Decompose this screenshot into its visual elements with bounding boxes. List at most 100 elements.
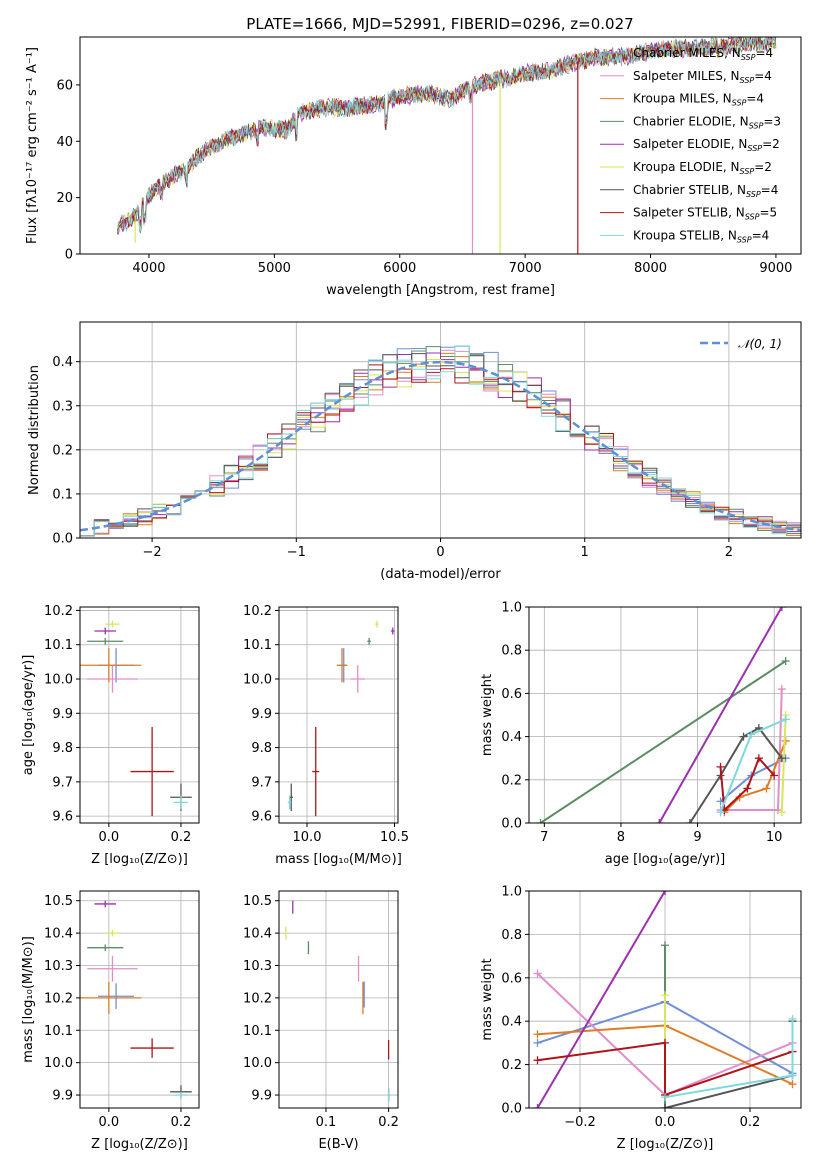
y-tick-label: 0.1 xyxy=(52,487,73,502)
y-tick-label: 60 xyxy=(56,78,73,93)
y-tick-label: 10.4 xyxy=(44,927,73,942)
plot-area xyxy=(80,345,801,537)
errorbar-point xyxy=(173,795,189,810)
panel-mass-vs-Z: 0.0 0.2 9.9 10.0 10.1 10.2 10.3 10.4 10.5 Z [log₁… xyxy=(21,890,200,1152)
y-tick-label: 0.4 xyxy=(52,355,73,370)
y-tick-label: 0.3 xyxy=(52,399,73,414)
weight-marker xyxy=(716,808,725,817)
weight-marker xyxy=(781,657,790,665)
weight-marker xyxy=(777,685,786,694)
weight-marker xyxy=(661,1093,669,1102)
weight-line-chabrier-elodie xyxy=(539,660,787,823)
weight-marker xyxy=(533,1056,542,1065)
y-tick-label: 0.8 xyxy=(501,928,522,943)
legend: 𝒩(0, 1) xyxy=(700,337,782,351)
weight-marker xyxy=(536,819,545,823)
y-tick-label: 0.2 xyxy=(501,1058,522,1073)
x-axis-label: E(B-V) xyxy=(318,1137,358,1152)
y-tick-label: 0.0 xyxy=(52,532,73,547)
y-tick-label: 9.7 xyxy=(52,775,73,790)
y-tick-label: 1.0 xyxy=(501,601,522,616)
x-tick-label: 5000 xyxy=(258,261,291,276)
weight-marker xyxy=(770,771,779,780)
x-tick-label: 7 xyxy=(540,830,548,845)
weight-marker xyxy=(661,941,669,950)
axes-frame xyxy=(79,321,802,539)
panel-weight-vs-age: 7 8 9 10 0.0 0.2 0.4 0.6 0.8 1.0 age [log₁₀(age/yr… xyxy=(480,601,802,867)
y-tick-label: 0.6 xyxy=(501,687,522,702)
plot-area xyxy=(287,620,395,817)
y-axis-label: Flux [fλ10⁻¹⁷ erg cm⁻² s⁻¹ A⁻¹] xyxy=(25,47,40,244)
x-tick-label: 8 xyxy=(617,830,625,845)
weight-marker xyxy=(661,1038,669,1047)
y-axis-label: Normed distribution xyxy=(27,365,42,495)
y-tick-label: 1.0 xyxy=(501,885,522,900)
weight-marker xyxy=(716,762,725,771)
x-tick-label: 8000 xyxy=(634,261,667,276)
weight-marker xyxy=(777,754,786,763)
x-axis-label: Z [log₁₀(Z/Z⊙)] xyxy=(91,1137,188,1152)
errorbar-point xyxy=(173,1091,189,1099)
weight-marker xyxy=(739,732,748,741)
y-tick-label: 10.1 xyxy=(44,638,73,653)
y-tick-label: 9.9 xyxy=(52,1089,73,1104)
y-tick-label: 0.2 xyxy=(501,773,522,788)
weight-marker xyxy=(533,1038,542,1047)
spectrum-line-chabrier-stelib xyxy=(117,37,777,235)
panel-weight-vs-Z: −0.2 0.0 0.2 0.0 0.2 0.4 0.6 0.8 1.0 Z [log₁₀(Z/Z… xyxy=(480,885,802,1152)
y-axis-label: age [log₁₀(age/yr)] xyxy=(21,655,36,776)
weight-marker xyxy=(661,1104,669,1108)
panel-residuals: −2 −1 0 1 2 0.0 0.1 0.2 0.3 0.4 (data-model)/error… xyxy=(27,321,802,582)
y-tick-label: 10.2 xyxy=(243,991,272,1006)
y-tick-label: 10.5 xyxy=(243,894,272,909)
y-tick-label: 9.7 xyxy=(251,775,272,790)
plot-area xyxy=(536,607,790,823)
weight-line-salpeter-elodie xyxy=(658,607,783,823)
x-tick-label: 0.2 xyxy=(171,830,192,845)
errorbar-point xyxy=(336,648,348,683)
x-tick-label: −2 xyxy=(143,545,162,560)
panel-age-vs-mass: 10.0 10.5 9.6 9.7 9.8 9.9 10.0 10.1 10.2 mass [lo… xyxy=(243,604,409,867)
y-tick-label: 9.9 xyxy=(251,1089,272,1104)
spectrum-line-chabrier-elodie xyxy=(117,37,777,234)
x-tick-label: 0.2 xyxy=(740,1115,761,1130)
spectrum-line-salpeter-elodie xyxy=(117,37,777,235)
x-axis-label: age [log₁₀(age/yr)] xyxy=(605,852,726,867)
x-tick-label: 0.1 xyxy=(316,1115,337,1130)
y-tick-label: 10.2 xyxy=(44,604,73,619)
weight-marker xyxy=(533,1104,542,1108)
x-tick-label: 1 xyxy=(581,545,589,560)
spectrum-line-salpeter-stelib xyxy=(117,37,777,231)
errorbar-point xyxy=(80,981,142,1015)
x-tick-label: 9000 xyxy=(759,261,792,276)
y-tick-label: 10.0 xyxy=(44,673,73,688)
weight-line-kroupa-miles xyxy=(723,740,787,813)
y-tick-label: 0.6 xyxy=(501,971,522,986)
weight-marker xyxy=(743,784,752,793)
y-tick-label: 40 xyxy=(56,135,73,150)
panel-mass-vs-ebv: 0.1 0.2 9.9 10.0 10.1 10.2 10.3 10.4 10.5 E(B-V) xyxy=(243,890,399,1152)
x-axis-label: (data-model)/error xyxy=(380,567,501,582)
errorbar-point xyxy=(105,620,120,628)
weight-marker xyxy=(747,730,756,739)
weight-line-kroupa-elodie xyxy=(780,714,787,813)
spectrum-line-kroupa-stelib xyxy=(117,37,777,233)
legend-entry: Kroupa ELODIE, NSSP=2 xyxy=(633,160,772,176)
legend-entry: Salpeter ELODIE, NSSP=2 xyxy=(633,137,780,153)
x-axis-label: wavelength [Angstrom, rest frame] xyxy=(326,283,555,298)
x-tick-label: 10 xyxy=(766,830,783,845)
y-tick-label: 10.2 xyxy=(243,604,272,619)
axes-frame xyxy=(528,606,802,824)
weight-marker xyxy=(754,754,763,763)
axes-frame xyxy=(79,606,200,824)
x-tick-label: 0.2 xyxy=(171,1115,192,1130)
y-tick-label: 10.3 xyxy=(44,959,73,974)
x-tick-label: 0.0 xyxy=(99,830,120,845)
errorbar-point xyxy=(391,627,395,635)
axes-frame xyxy=(79,36,802,255)
y-tick-label: 0.4 xyxy=(501,1015,522,1030)
x-tick-label: 0.0 xyxy=(99,1115,120,1130)
chart-panels: 4000 5000 6000 7000 8000 90000204060wavelengt… xyxy=(21,36,802,1152)
plot-area xyxy=(533,891,797,1108)
